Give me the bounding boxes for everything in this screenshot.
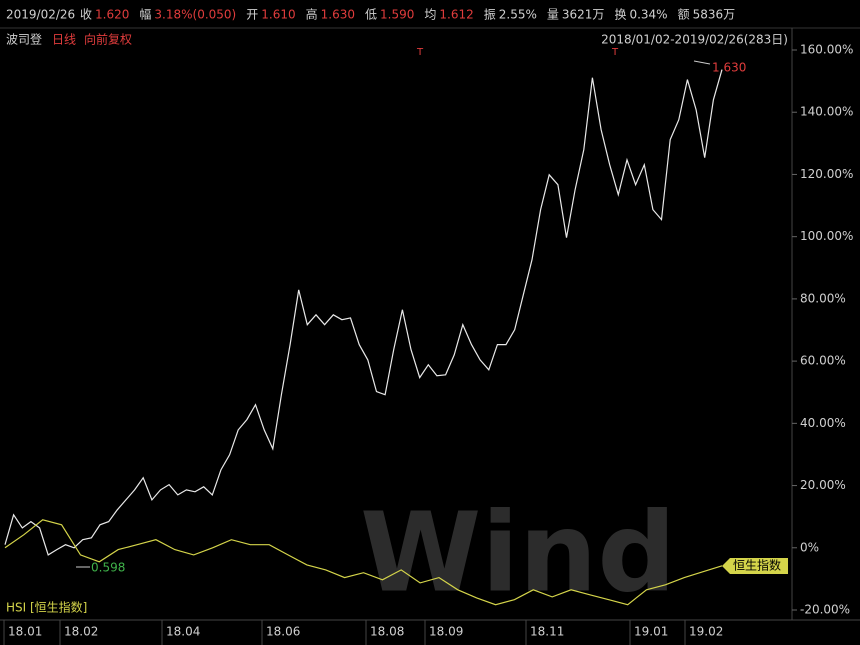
max-label: 1.630 [712, 61, 746, 75]
x-tick-label: 18.08 [370, 625, 404, 639]
series-tag: 恒生指数 [733, 558, 781, 573]
x-tick-label: 18.09 [429, 625, 463, 639]
y-tick-label: 60.00% [800, 354, 846, 368]
header-label: 高 [306, 7, 318, 22]
y-tick-label: 80.00% [800, 291, 846, 305]
x-tick-label: 18.01 [8, 625, 42, 639]
header: 2019/02/26 收 1.620 幅 3.18%(0.050) 开 1.610 高 1.6… [6, 7, 735, 22]
header-label: 收 [80, 8, 92, 22]
header-value: 1.630 [321, 8, 355, 22]
y-tick-label: 140.00% [800, 105, 853, 119]
header-label: 振 [484, 8, 496, 22]
x-tick-label: 18.06 [266, 625, 300, 639]
series-line [4, 519, 723, 606]
event-marker: T [416, 47, 424, 58]
date-range: 2018/01/02-2019/02/26(283日) [601, 33, 788, 47]
max-arrow [693, 60, 711, 65]
header-value: 1.590 [380, 8, 414, 22]
x-tick-label: 19.02 [689, 625, 723, 639]
header-value: 1.620 [95, 8, 129, 22]
header-value: 5836万 [693, 8, 736, 22]
stock-name: 波司登 [6, 32, 42, 47]
series-tag-box [722, 558, 788, 574]
y-tick-label: 100.00% [800, 229, 853, 243]
x-tick-label: 18.02 [64, 625, 98, 639]
adjust: 向前复权 [84, 32, 132, 47]
series-legend: HSI [恒生指数] [6, 600, 87, 615]
watermark: Wind [360, 488, 676, 616]
x-tick-label: 18.11 [530, 625, 564, 639]
header-value: 3.18%(0.050) [154, 8, 236, 22]
header-label: 额 [678, 8, 690, 22]
y-tick-label: 20.00% [800, 478, 846, 492]
header-value: 2.55% [499, 8, 537, 22]
y-tick-label: 120.00% [800, 167, 853, 181]
event-marker: T [611, 47, 619, 58]
header-label: 均 [424, 8, 436, 22]
x-tick-label: 19.01 [634, 625, 668, 639]
header-value: 1.610 [261, 8, 295, 22]
y-tick-label: 0% [800, 540, 819, 554]
y-tick-label: 160.00% [800, 43, 853, 57]
min-label: 0.598 [91, 561, 125, 575]
header-label: 换 [614, 8, 626, 22]
x-tick-label: 18.04 [166, 625, 200, 639]
period: 日线 [52, 33, 76, 47]
header-label: 幅 [139, 7, 151, 22]
header-value: 3621万 [562, 8, 605, 22]
header-date: 2019/02/26 [6, 8, 75, 22]
header-label: 量 [547, 8, 559, 22]
series-line [4, 69, 723, 556]
y-tick-label: -20.00% [800, 603, 850, 617]
y-tick-label: 40.00% [800, 416, 846, 430]
header-label: 开 [246, 8, 258, 22]
header-value: 1.612 [439, 8, 473, 22]
header-label: 低 [365, 8, 377, 22]
header-value: 0.34% [629, 8, 667, 22]
